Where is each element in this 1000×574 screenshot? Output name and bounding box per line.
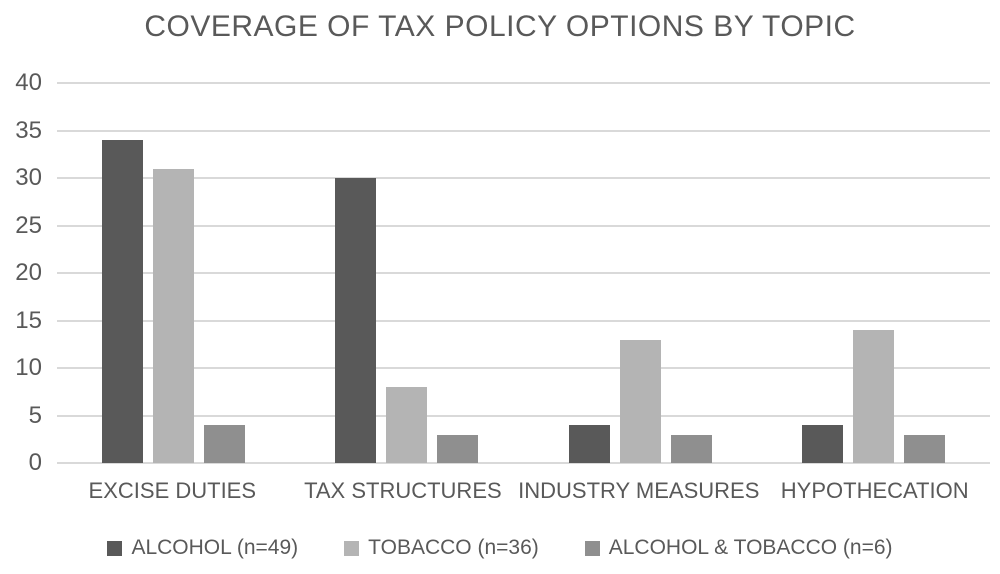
gridline-35 [57,129,990,132]
y-tick-label-25: 25 [15,211,42,239]
legend-label: TOBACCO (n=36) [368,536,539,559]
gridline-15 [57,319,990,322]
chart-title: COVERAGE OF TAX POLICY OPTIONS BY TOPIC [144,10,856,43]
bar-hypothecation-series-2 [903,434,945,463]
legend-item-2: ALCOHOL & TOBACCO (n=6) [584,536,893,560]
bar-industry-measures-series-1 [619,339,661,463]
bar-excise-duties-series-2 [204,425,246,463]
x-axis-labels: EXCISE DUTIES TAX STRUCTURES INDUSTRY MEAS… [57,478,990,504]
bar-industry-measures-series-0 [568,425,610,463]
legend-item-1: TOBACCO (n=36) [344,536,539,560]
legend-swatch-icon [584,540,600,556]
x-axis-label-1: TAX STRUCTURES [304,478,502,503]
y-tick-label-10: 10 [15,354,42,381]
y-tick-label-5: 5 [28,401,42,429]
legend-label: ALCOHOL & TOBACCO (n=6) [608,536,893,559]
bar-group-1 [290,83,523,463]
y-tick-label-0: 0 [28,449,42,476]
y-tick-label-15: 15 [15,306,42,334]
y-tick-label-40: 40 [15,69,42,96]
gridline-20 [57,272,990,274]
bar-group-3 [757,83,990,463]
bar-industry-measures-series-2 [670,434,712,463]
y-tick-label-30: 30 [15,164,42,191]
gridline-0 [57,462,990,464]
legend-swatch-icon [107,540,123,556]
x-axis-label-0: EXCISE DUTIES [88,478,257,503]
bar-group-2 [524,83,757,463]
bar-hypothecation-series-1 [852,330,894,463]
bar-tax-structures-series-2 [437,434,479,463]
y-tick-label-20: 20 [15,259,42,286]
plot-area [57,82,990,464]
bar-groups [57,83,990,463]
bar-tax-structures-series-0 [335,178,377,463]
legend-item-0: ALCOHOL (n=49) [107,536,298,560]
bar-hypothecation-series-0 [801,425,843,463]
x-axis-label-2: INDUSTRY MEASURES [518,478,760,503]
gridline-10 [57,367,990,369]
legend-swatch-icon [344,540,360,556]
gridline-40 [57,82,990,84]
x-axis-label-3: HYPOTHECATION [780,478,969,503]
legend: ALCOHOL (n=49) TOBACCO (n=36) ALCOHOL & TO… [0,536,1000,560]
bar-group-0 [57,83,290,463]
bar-excise-duties-series-0 [102,140,144,463]
gridline-5 [57,414,990,417]
y-tick-label-35: 35 [15,116,42,144]
bar-excise-duties-series-1 [153,168,195,463]
gridline-30 [57,177,990,179]
gridline-25 [57,224,990,227]
bar-tax-structures-series-1 [386,387,428,463]
legend-label: ALCOHOL (n=49) [131,536,299,559]
